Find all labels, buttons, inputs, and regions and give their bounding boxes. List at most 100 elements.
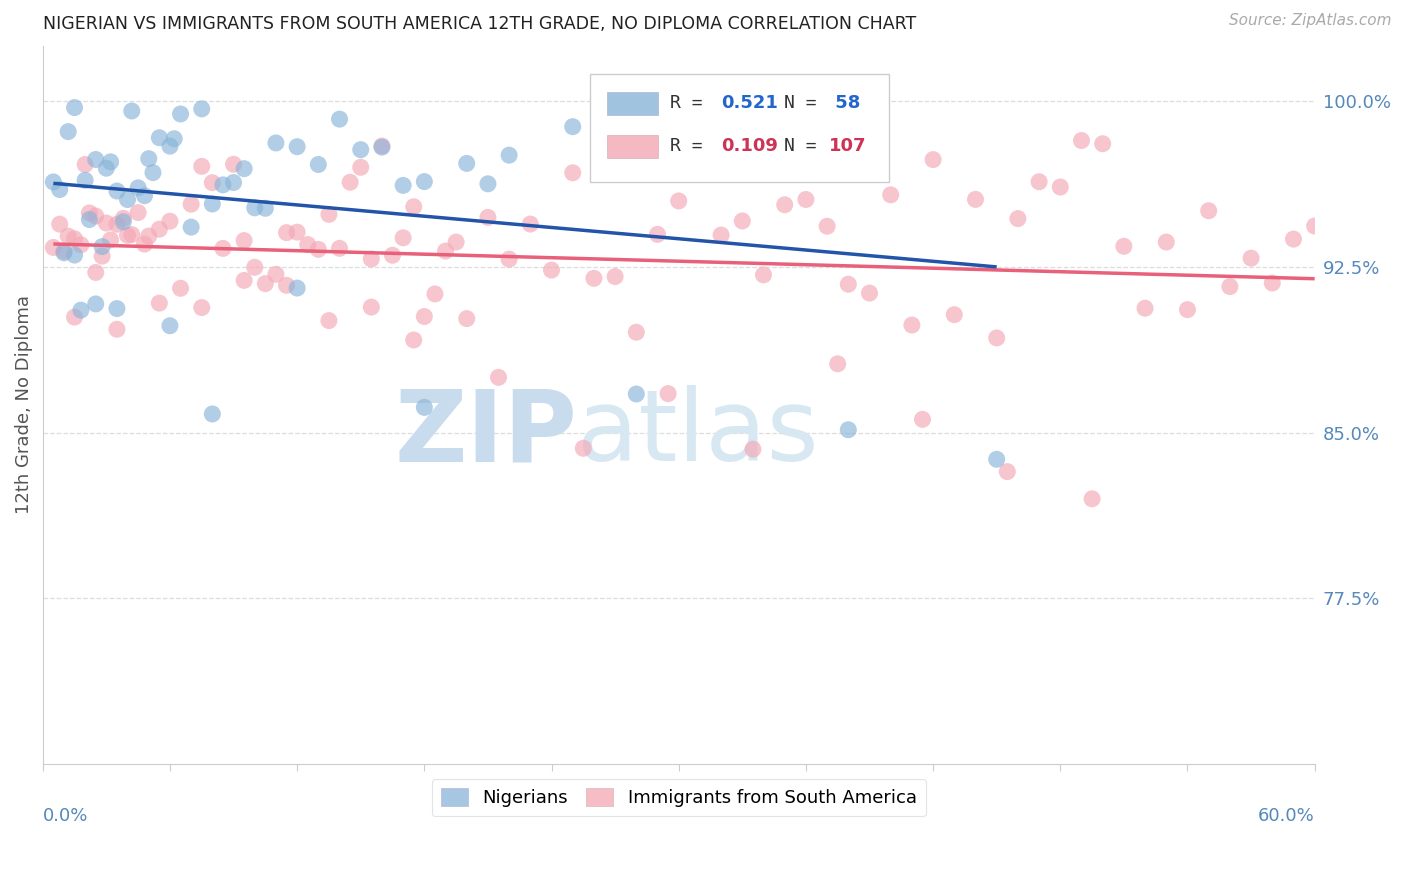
Point: [163, 132, 186, 146]
Point: [96, 216, 118, 230]
Point: [1219, 279, 1241, 293]
Point: [434, 244, 457, 258]
Point: [105, 301, 128, 316]
Point: [413, 310, 436, 324]
Point: [995, 465, 1018, 479]
Point: [1133, 301, 1156, 316]
Point: [159, 139, 181, 153]
Point: [668, 142, 690, 156]
Point: [402, 200, 425, 214]
Y-axis label: 12th Grade, No Diploma: 12th Grade, No Diploma: [15, 295, 32, 515]
Point: [603, 112, 626, 126]
Point: [276, 278, 298, 293]
Point: [318, 207, 340, 221]
Text: atlas: atlas: [576, 385, 818, 483]
Point: [498, 148, 520, 162]
Point: [56, 125, 79, 139]
Point: [233, 161, 256, 176]
Point: [48, 183, 70, 197]
Point: [307, 157, 329, 171]
Text: R =: R =: [669, 95, 713, 112]
Text: Source: ZipAtlas.com: Source: ZipAtlas.com: [1229, 13, 1392, 29]
Point: [159, 318, 181, 333]
Point: [477, 177, 499, 191]
Point: [148, 296, 170, 310]
Point: [75, 157, 97, 171]
Point: [169, 281, 191, 295]
Point: [603, 269, 626, 284]
Text: 0.0%: 0.0%: [42, 807, 89, 825]
Point: [148, 130, 170, 145]
Point: [91, 249, 114, 263]
Point: [127, 181, 149, 195]
Point: [297, 237, 319, 252]
Point: [91, 239, 114, 253]
Point: [572, 442, 595, 456]
Point: [117, 193, 139, 207]
Point: [561, 166, 583, 180]
Point: [190, 102, 212, 116]
Point: [1028, 175, 1050, 189]
Point: [63, 232, 86, 246]
Point: [222, 176, 245, 190]
Point: [307, 243, 329, 257]
Point: [254, 277, 277, 291]
Point: [815, 219, 838, 234]
Point: [100, 233, 122, 247]
Point: [965, 193, 987, 207]
Point: [710, 228, 733, 243]
Point: [456, 311, 478, 326]
Point: [212, 241, 235, 255]
Text: N =: N =: [785, 95, 828, 112]
Point: [477, 211, 499, 225]
Point: [127, 205, 149, 219]
Point: [794, 193, 817, 207]
Point: [84, 153, 107, 167]
Point: [1282, 232, 1305, 246]
Point: [318, 313, 340, 327]
Point: [159, 214, 181, 228]
Point: [741, 442, 763, 457]
Point: [169, 107, 191, 121]
Point: [647, 227, 669, 242]
Point: [142, 165, 165, 179]
Point: [264, 136, 287, 150]
Point: [1198, 203, 1220, 218]
Point: [488, 370, 510, 384]
Point: [243, 260, 266, 275]
Point: [1303, 219, 1326, 233]
Point: [52, 244, 75, 259]
Point: [901, 318, 924, 332]
Point: [121, 103, 143, 118]
Point: [134, 237, 156, 252]
Point: [413, 175, 436, 189]
Point: [689, 153, 711, 168]
Point: [264, 268, 287, 282]
Text: R =: R =: [669, 137, 713, 155]
Point: [285, 139, 308, 153]
Point: [84, 209, 107, 223]
Point: [413, 401, 436, 415]
Point: [668, 194, 690, 208]
Point: [63, 310, 86, 324]
Point: [105, 217, 128, 231]
Point: [117, 228, 139, 243]
Point: [626, 387, 648, 401]
Legend: Nigerians, Immigrants from South America: Nigerians, Immigrants from South America: [432, 779, 925, 816]
Point: [582, 271, 605, 285]
Point: [350, 161, 373, 175]
Point: [42, 175, 65, 189]
Point: [190, 160, 212, 174]
Point: [626, 325, 648, 339]
Point: [84, 297, 107, 311]
Point: [134, 188, 156, 202]
Point: [423, 287, 446, 301]
Point: [63, 248, 86, 262]
Point: [371, 139, 394, 153]
Point: [201, 197, 224, 211]
Point: [63, 101, 86, 115]
Point: [1154, 235, 1177, 249]
Point: [519, 217, 541, 231]
Point: [922, 153, 945, 167]
Point: [731, 214, 754, 228]
